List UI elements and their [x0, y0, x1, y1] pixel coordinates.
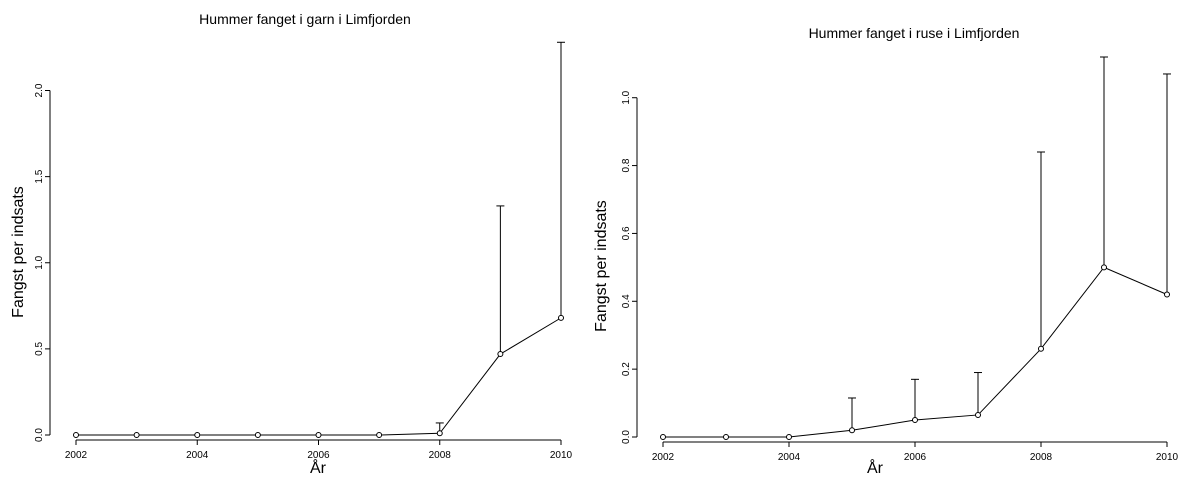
data-point	[786, 434, 792, 440]
chart-title: Hummer fanget i garn i Limfjorden	[199, 11, 411, 27]
data-point	[254, 432, 261, 438]
y-tick-label: 1.5	[34, 169, 45, 183]
x-axis-title: År	[310, 458, 327, 477]
axes: 2002 2004 2006 2008 2010 0.0 0.2 0.4 0.6 0.8 1.0	[621, 90, 1179, 463]
data-point	[133, 432, 140, 438]
data-point	[723, 434, 729, 440]
y-tick-label: 0.0	[34, 428, 45, 442]
marks	[73, 41, 565, 438]
axes: 2002 2004 2006 2008 2010 0.0 0.5 1.0 1.5 2.0	[34, 83, 573, 461]
series-line	[76, 317, 562, 436]
chart-garn: Hummer fanget i garn i Limfjorden År Fan…	[10, 11, 573, 477]
data-point	[436, 430, 443, 437]
data-point	[194, 432, 201, 438]
x-tick-label: 2002	[65, 450, 88, 461]
x-tick-label: 2002	[652, 452, 675, 463]
x-axis-title: År	[867, 458, 884, 477]
data-point	[558, 314, 564, 321]
data-point	[497, 351, 504, 358]
chart-ruse: Hummer fanget i ruse i Limfjorden År Fan…	[593, 25, 1179, 477]
y-axis-title: Fangst per indsats	[10, 186, 27, 318]
data-point	[1101, 264, 1107, 271]
data-point	[912, 417, 918, 424]
chart-title: Hummer fanget i ruse i Limfjorden	[809, 25, 1020, 41]
data-point	[376, 432, 383, 438]
data-point	[73, 432, 79, 438]
x-tick-label: 2006	[307, 450, 330, 461]
data-point	[660, 434, 666, 440]
data-point	[849, 427, 855, 434]
y-tick-label: 1.0	[34, 255, 45, 269]
chart-panel-left: Hummer fanget i garn i Limfjorden År Fan…	[0, 0, 590, 479]
marks	[660, 56, 1171, 440]
x-tick-label: 2010	[1156, 452, 1179, 463]
y-axis-title: Fangst per indsats	[593, 200, 610, 332]
data-point	[1038, 345, 1044, 352]
data-point	[315, 432, 322, 438]
y-tick-label: 0.5	[34, 341, 45, 355]
data-point	[1164, 291, 1170, 298]
y-tick-label: 0.2	[621, 362, 632, 376]
x-tick-label: 2004	[778, 452, 801, 463]
y-tick-label: 1.0	[621, 90, 632, 104]
x-tick-label: 2006	[904, 452, 927, 463]
y-tick-label: 0.4	[621, 294, 632, 308]
x-tick-label: 2008	[1030, 452, 1053, 463]
x-tick-label: 2010	[550, 450, 573, 461]
x-tick-label: 2008	[429, 450, 452, 461]
y-tick-label: 0.8	[621, 158, 632, 172]
chart-panel-right: Hummer fanget i ruse i Limfjorden År Fan…	[590, 0, 1182, 479]
x-tick-label: 2004	[186, 450, 209, 461]
y-tick-label: 2.0	[34, 83, 45, 97]
y-tick-label: 0.6	[621, 226, 632, 240]
data-point	[975, 411, 981, 418]
y-tick-label: 0.0	[621, 430, 632, 444]
